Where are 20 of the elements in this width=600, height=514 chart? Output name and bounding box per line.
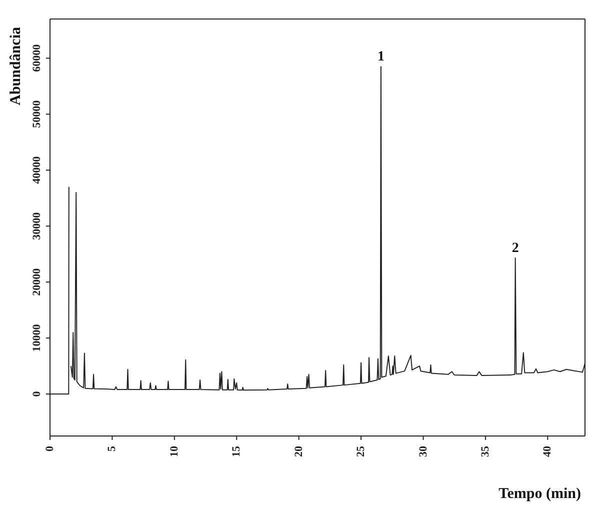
y-tick-label: 60000: [31, 44, 43, 72]
y-tick-label: 40000: [31, 156, 43, 184]
x-tick-label: 30: [417, 446, 430, 457]
x-axis-title: Tempo (min): [498, 486, 581, 502]
x-tick-label: 15: [230, 446, 243, 457]
y-tick-label: 0: [31, 390, 43, 397]
x-tick-label: 40: [542, 446, 554, 457]
x-tick-label: 10: [168, 446, 180, 457]
y-tick-label: 30000: [31, 212, 43, 240]
x-tick-label: 35: [479, 446, 492, 457]
y-tick-label: 50000: [31, 100, 43, 128]
annotation: 2: [512, 241, 519, 256]
annotation: 1: [377, 50, 384, 65]
y-tick-label: 10000: [31, 324, 43, 352]
y-axis-title: Abundância: [8, 26, 24, 106]
x-tick-label: 25: [355, 446, 368, 457]
x-tick-label: 5: [106, 446, 118, 452]
y-tick-label: 20000: [31, 268, 43, 296]
x-tick-label: 0: [44, 446, 56, 452]
x-tick-label: 20: [292, 446, 305, 457]
